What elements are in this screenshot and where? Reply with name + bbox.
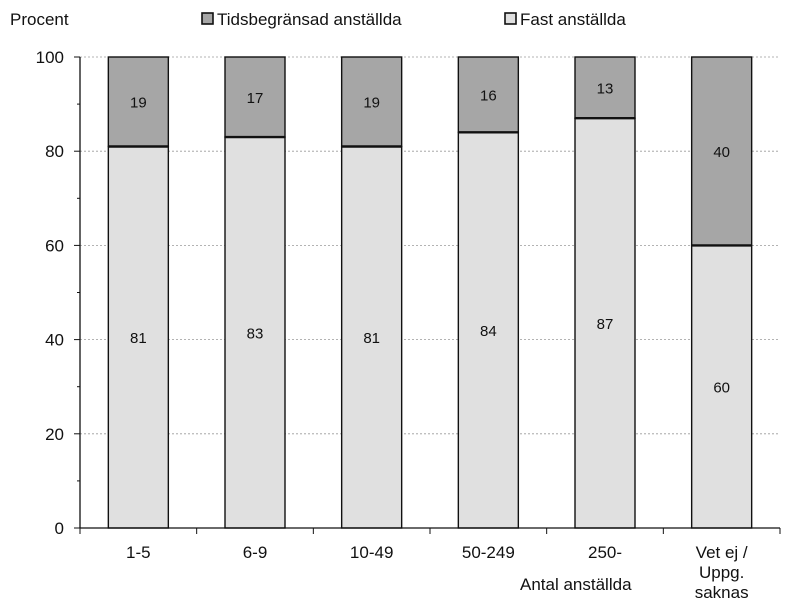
- x-tick-label: 50-249: [462, 543, 515, 562]
- y-tick-label: 0: [55, 519, 64, 538]
- gridlines: [80, 56, 780, 435]
- data-label-tidsbegransad: 40: [713, 144, 730, 161]
- legend-swatch: [201, 12, 214, 25]
- bar-fast: [340, 145, 403, 529]
- y-tick-label: 100: [36, 48, 64, 67]
- legend-label: Fast anställda: [520, 10, 626, 29]
- bar-fast: [107, 145, 170, 529]
- bar-fast: [690, 244, 753, 529]
- data-label-tidsbegransad: 13: [597, 81, 614, 98]
- data-label-tidsbegransad: 19: [130, 95, 147, 112]
- labels: 0 20 40 60 80 100 81 19 1-5 83 17 6-9 81 19 10-49 84 16 5…: [36, 48, 749, 602]
- legend: Tidsbegränsad anställda Fast anställda: [201, 10, 626, 29]
- x-tick-label: Vet ej / Uppg. saknas: [695, 543, 749, 602]
- y-tick-label: 20: [45, 425, 64, 444]
- bar-tidsbegransad: [340, 56, 403, 148]
- data-label-fast: 83: [247, 326, 264, 343]
- legend-label: Tidsbegränsad anställda: [217, 10, 402, 29]
- x-tick-label: 10-49: [350, 543, 393, 562]
- y-tick-label: 40: [45, 331, 64, 350]
- y-tick-label: 60: [45, 236, 64, 255]
- bars: [107, 56, 753, 529]
- x-tick-label: 1-5: [126, 543, 151, 562]
- axes: [74, 56, 781, 534]
- x-tick-label: 250-: [588, 543, 622, 562]
- data-label-tidsbegransad: 19: [363, 95, 380, 112]
- data-label-tidsbegransad: 16: [480, 88, 497, 105]
- bar-fast: [224, 136, 286, 529]
- x-tick-label: 6-9: [243, 543, 268, 562]
- bar-tidsbegransad: [107, 56, 170, 148]
- legend-swatch: [504, 12, 517, 25]
- data-label-fast: 81: [363, 330, 380, 347]
- data-label-fast: 84: [480, 323, 497, 340]
- y-axis-label: Procent: [10, 10, 69, 29]
- data-label-fast: 87: [597, 316, 614, 333]
- data-label-tidsbegransad: 17: [247, 90, 264, 107]
- y-tick-label: 80: [45, 142, 64, 161]
- x-axis-label: Antal anställda: [520, 575, 632, 594]
- data-label-fast: 81: [130, 330, 147, 347]
- data-label-fast: 60: [713, 380, 730, 397]
